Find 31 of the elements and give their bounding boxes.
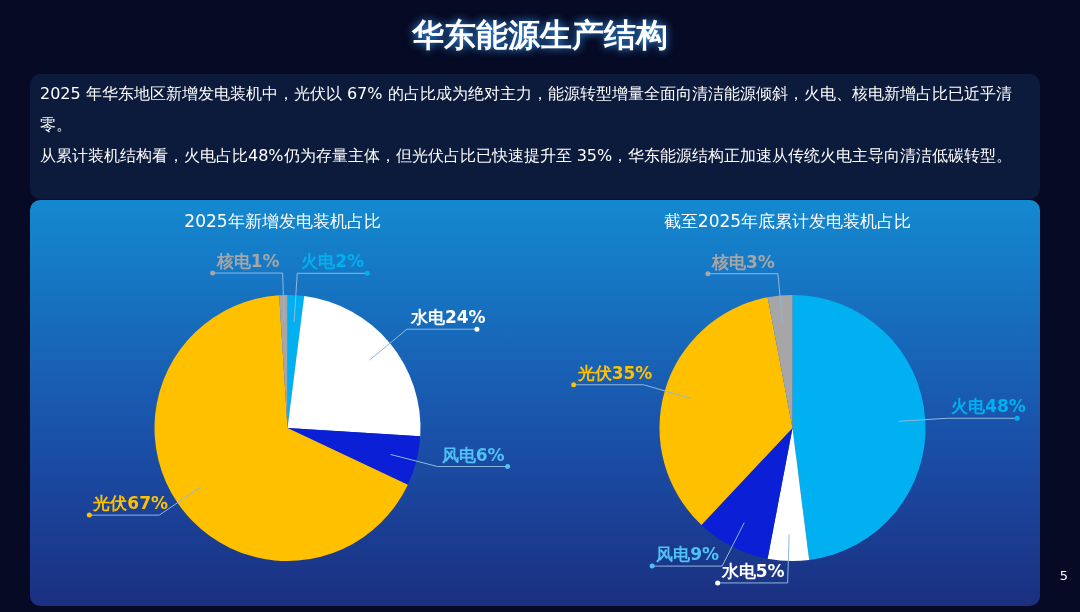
pie-slice (287, 428, 421, 485)
data-label: 3% (745, 251, 775, 272)
slice-label: 光伏 (93, 493, 128, 514)
data-label: 67% (127, 493, 169, 514)
slice-label: 风电 (656, 544, 691, 565)
pie-slice (767, 295, 793, 428)
pie-slice (792, 295, 926, 560)
pie-slice (659, 297, 793, 525)
data-label: 1% (250, 251, 280, 272)
chart-title: 2025年新增发电装机占比 (183, 210, 382, 233)
chart-title: 截至2025年底累计发电装机占比 (662, 210, 913, 233)
text: 5 (1059, 568, 1068, 583)
pie-slice (279, 295, 288, 428)
slice-label: 风电 (441, 444, 476, 465)
data-label: 35% (611, 362, 653, 383)
data-label: 9% (690, 544, 720, 565)
pie-slice (767, 428, 810, 561)
data-label: 5% (755, 560, 785, 581)
slice-label: 水电 (721, 560, 756, 581)
text: 2025 年华东地区新增发电装机中，光伏以 67% 的占比成为绝对主力，能源转型增量全面向清洁能源倾斜，火电、核电新增占比已近乎清零。 (40, 83, 1013, 136)
data-label: 6% (475, 444, 505, 465)
data-label: 24% (444, 307, 486, 328)
slice-label: 水电 (410, 307, 445, 328)
slice-label: 火电 (301, 251, 336, 272)
text: 从累计装机结构看，火电占比48%仍为存量主体，但光伏占比已快速提升至 35%，华东能源结构正加速从传统火电主导向清洁低碳转型。 (40, 145, 1014, 167)
slice-label: 光伏 (577, 362, 612, 383)
slice-label: 核电 (711, 251, 746, 272)
data-label: 48% (985, 396, 1026, 417)
slice-label: 核电 (216, 251, 251, 272)
text: 华东能源生产结构 (410, 15, 669, 56)
slice-label: 火电 (951, 396, 986, 417)
